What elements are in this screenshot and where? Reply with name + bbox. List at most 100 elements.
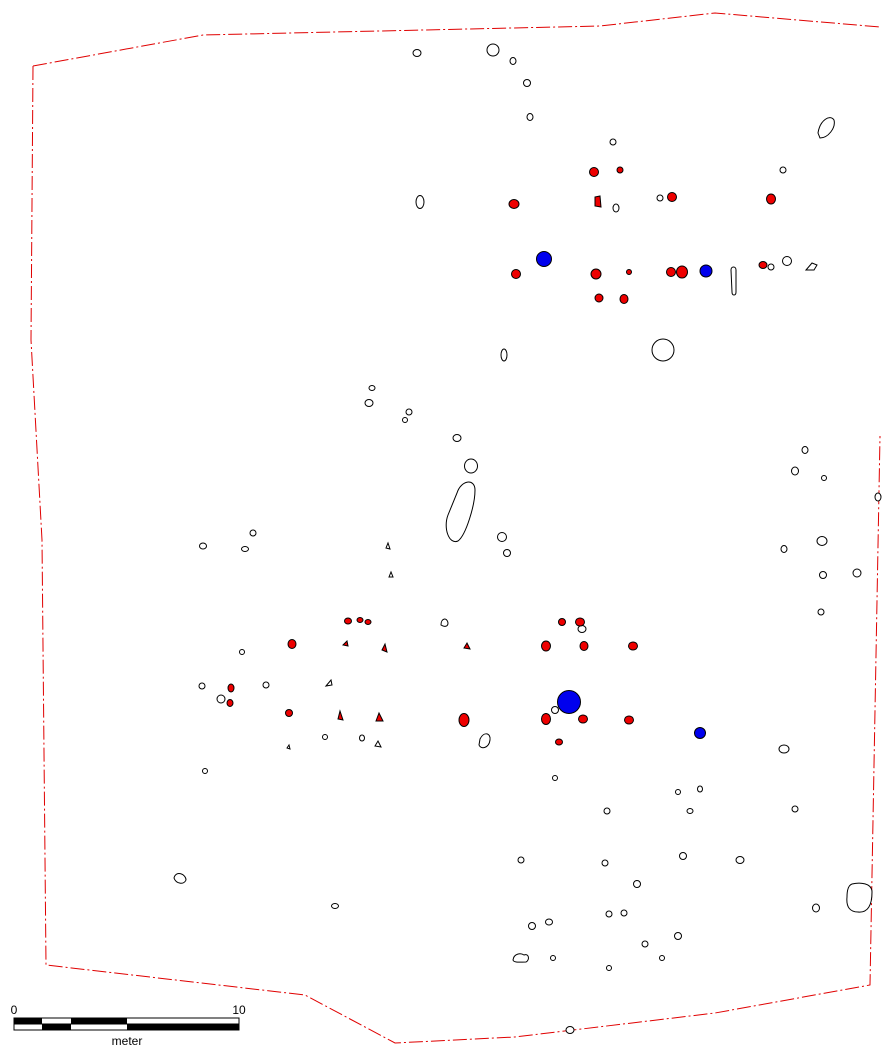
post-hole (508, 199, 520, 209)
pit (819, 571, 827, 579)
scale-bar: 0 10 meter (11, 1003, 246, 1046)
pit (526, 113, 534, 121)
pit (503, 549, 511, 557)
post-hole (676, 265, 688, 279)
scale-segment-4 (127, 1024, 239, 1030)
post-hole (616, 166, 624, 174)
post-hole (594, 195, 602, 208)
post-hole (226, 699, 234, 707)
pit (620, 909, 628, 917)
pit (517, 856, 525, 864)
excavation-boundary (32, 12, 881, 67)
post-hole (619, 294, 629, 304)
pit (779, 166, 787, 174)
pit (565, 1026, 575, 1034)
post-hole (594, 293, 604, 303)
post-hole (666, 267, 676, 277)
pit (216, 694, 226, 704)
pit (552, 775, 558, 781)
pit (612, 203, 620, 213)
pit (603, 807, 611, 815)
pit (780, 545, 788, 553)
pit (605, 910, 613, 918)
pit (512, 953, 529, 963)
pit (801, 446, 809, 454)
post-hole (578, 714, 588, 724)
scale-segment-2 (42, 1024, 71, 1030)
post-hole (558, 618, 566, 626)
pit (804, 262, 818, 271)
pit (528, 922, 536, 930)
post-hole (579, 641, 589, 651)
post-hole (364, 619, 372, 625)
pit (817, 117, 835, 139)
post-hole (227, 683, 235, 693)
pit (241, 546, 249, 552)
pit (405, 408, 413, 416)
scale-unit-label: meter (112, 1034, 143, 1046)
blue-post-hole (557, 690, 581, 714)
post-hole (575, 617, 585, 627)
pit (239, 649, 245, 655)
pit (651, 338, 675, 362)
post-hole (285, 709, 293, 717)
pit (697, 785, 703, 793)
pit (550, 955, 556, 961)
pit (374, 739, 382, 748)
pit (478, 733, 491, 749)
post-hole (626, 269, 632, 275)
post-hole (624, 715, 634, 725)
pit (385, 541, 391, 550)
pit (545, 918, 553, 926)
pit (402, 417, 408, 423)
pit (767, 263, 775, 271)
pit (364, 399, 374, 407)
pit (286, 743, 291, 750)
pit (674, 932, 682, 940)
post-hole (375, 711, 384, 722)
scale-min-label: 0 (11, 1003, 18, 1017)
pit (497, 532, 507, 542)
post-hole (589, 167, 599, 177)
pit (817, 608, 825, 616)
pit (686, 808, 694, 814)
pit (509, 57, 517, 65)
post-hole (381, 642, 388, 653)
pit (452, 434, 462, 442)
pit (464, 458, 478, 474)
pit (440, 618, 449, 627)
pit (415, 195, 425, 209)
post-hole (590, 268, 602, 280)
pit (812, 903, 820, 913)
pit (324, 678, 333, 687)
pit (735, 856, 745, 864)
pit (852, 568, 862, 578)
pit (656, 194, 664, 202)
outline-features (173, 43, 882, 1034)
scale-segment-3 (71, 1018, 127, 1024)
pit (679, 852, 687, 860)
pit (523, 79, 531, 87)
blue-post-hole (694, 727, 706, 739)
pit (249, 529, 257, 537)
pit (198, 682, 206, 690)
pit (782, 256, 792, 266)
post-hole (667, 192, 677, 202)
pit (874, 492, 882, 502)
pit (730, 266, 737, 296)
pit (821, 475, 827, 481)
pit (846, 882, 873, 913)
pit (641, 940, 649, 948)
post-hole (463, 641, 471, 650)
pit (486, 43, 500, 57)
pit (388, 570, 394, 578)
post-hole (287, 639, 297, 649)
pit (601, 859, 609, 867)
pit (606, 965, 612, 971)
pit (500, 348, 508, 362)
post-hole (356, 617, 364, 623)
blue-features (536, 251, 713, 739)
post-hole (337, 709, 344, 721)
post-hole (766, 193, 776, 205)
blue-post-hole (699, 264, 713, 278)
